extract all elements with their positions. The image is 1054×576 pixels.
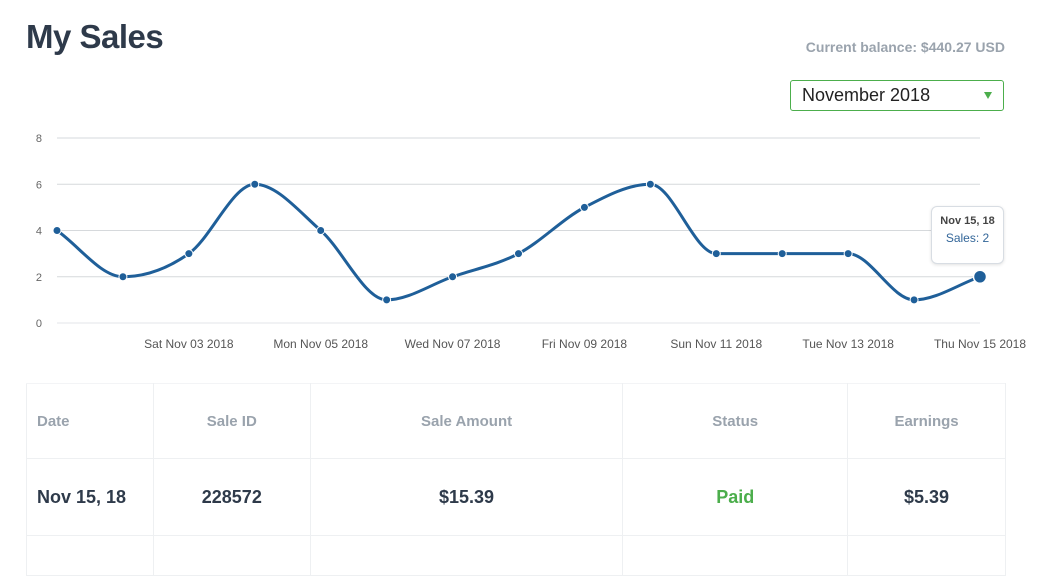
data-point-highlighted[interactable] bbox=[972, 269, 988, 284]
col-header-earnings[interactable]: Earnings bbox=[847, 383, 1006, 459]
month-select-value: November 2018 bbox=[802, 85, 931, 105]
x-tick-label: Sun Nov 11 2018 bbox=[670, 337, 762, 351]
data-point[interactable] bbox=[514, 249, 523, 259]
data-point[interactable] bbox=[250, 179, 260, 189]
col-header-date[interactable]: Date bbox=[26, 383, 154, 459]
x-tick-label: Sat Nov 03 2018 bbox=[144, 337, 234, 351]
tooltip-value: Sales: 2 bbox=[945, 231, 990, 245]
data-point[interactable] bbox=[711, 249, 721, 259]
cell-sale-amount: $15.39 bbox=[309, 458, 624, 536]
data-point[interactable] bbox=[448, 272, 458, 282]
data-point[interactable] bbox=[777, 249, 787, 259]
data-point[interactable] bbox=[52, 226, 62, 235]
cell-date: Nov 15, 18 bbox=[26, 458, 154, 536]
sales-table: Date Sale ID Sale Amount Status Earnings… bbox=[26, 383, 1006, 576]
x-tick-label: Tue Nov 13 2018 bbox=[802, 337, 894, 351]
data-point[interactable] bbox=[579, 202, 589, 212]
sales-series-line bbox=[56, 182, 981, 302]
page-title: My Sales bbox=[26, 18, 164, 55]
col-header-status[interactable]: Status bbox=[622, 383, 849, 459]
data-point[interactable] bbox=[843, 249, 853, 259]
cell-empty bbox=[26, 535, 154, 576]
table-header-row: Date Sale ID Sale Amount Status Earnings bbox=[26, 383, 1006, 459]
caret-down-icon bbox=[984, 92, 992, 99]
data-point[interactable] bbox=[909, 295, 919, 305]
table-row: Nov 15, 18 228572 $15.39 Paid $5.39 bbox=[26, 458, 1006, 536]
chart-tooltip: Nov 15, 18 Sales: 2 bbox=[931, 206, 1004, 264]
data-point[interactable] bbox=[184, 249, 194, 259]
current-balance: Current balance: $440.27 USD bbox=[805, 39, 1005, 55]
y-tick-label: 8 bbox=[36, 133, 42, 145]
col-header-sale-amount[interactable]: Sale Amount bbox=[309, 383, 624, 459]
sales-data-points[interactable] bbox=[52, 179, 988, 305]
cell-empty bbox=[309, 535, 624, 576]
y-tick-label: 6 bbox=[36, 179, 42, 191]
tooltip-date: Nov 15, 18 bbox=[940, 215, 995, 227]
y-tick-label: 4 bbox=[36, 226, 42, 238]
y-tick-label: 0 bbox=[36, 318, 42, 330]
sales-line-chart: 0 2 4 6 8 Sat Nov 03 2018 Mon Nov 05 2018 Wed … bbox=[36, 133, 1026, 351]
data-point[interactable] bbox=[382, 295, 392, 305]
month-select[interactable]: November 2018 bbox=[790, 80, 1004, 111]
x-axis-ticks: Sat Nov 03 2018 Mon Nov 05 2018 Wed Nov 07… bbox=[144, 337, 1026, 351]
cell-status: Paid bbox=[622, 458, 849, 536]
cell-sale-id: 228572 bbox=[152, 458, 311, 536]
y-axis-ticks: 0 2 4 6 8 bbox=[36, 133, 42, 330]
x-tick-label: Thu Nov 15 2018 bbox=[934, 337, 1026, 351]
y-tick-label: 2 bbox=[36, 272, 42, 284]
cell-earnings: $5.39 bbox=[847, 458, 1006, 536]
x-tick-label: Fri Nov 09 2018 bbox=[542, 337, 628, 351]
x-tick-label: Mon Nov 05 2018 bbox=[273, 337, 368, 351]
data-point[interactable] bbox=[118, 272, 128, 282]
data-point[interactable] bbox=[316, 226, 326, 235]
chart-grid bbox=[57, 137, 980, 324]
table-row bbox=[26, 535, 1006, 576]
cell-empty bbox=[152, 535, 311, 576]
cell-empty bbox=[847, 535, 1006, 576]
x-tick-label: Wed Nov 07 2018 bbox=[405, 337, 501, 351]
data-point[interactable] bbox=[645, 179, 655, 189]
cell-empty bbox=[622, 535, 849, 576]
col-header-sale-id[interactable]: Sale ID bbox=[152, 383, 311, 459]
